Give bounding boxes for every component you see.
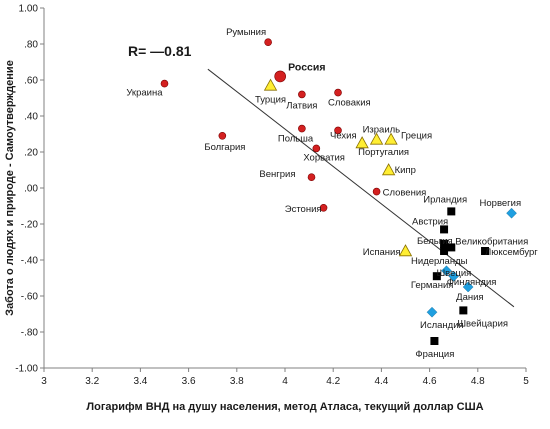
x-tick-label: 3.8	[230, 376, 244, 387]
data-point-triangle	[384, 132, 398, 145]
point-label: Португалия	[358, 147, 409, 158]
point-label: Великобритания	[455, 236, 528, 247]
data-point-square	[459, 306, 468, 315]
data-point-circle	[264, 38, 272, 47]
point-label: Бельгия	[417, 236, 453, 247]
point-label: Греция	[401, 130, 432, 141]
data-point-square	[430, 337, 439, 345]
data-point-square	[447, 243, 456, 252]
data-point-triangle	[263, 78, 278, 91]
data-point-triangle	[355, 136, 369, 149]
data-point-circle	[334, 126, 342, 135]
point-label: Словакия	[328, 98, 371, 109]
data-point-triangle	[398, 244, 413, 257]
point-label: Кипр	[395, 165, 416, 176]
data-point-circle	[160, 79, 169, 88]
point-label: Украина	[126, 88, 163, 99]
y-axis-title: Забота о людях и природе - Самоутвержден…	[4, 60, 16, 316]
data-point-circle	[307, 173, 316, 181]
point-label: Латвия	[286, 100, 317, 111]
trend-line	[207, 68, 515, 308]
x-axis-title: Логарифм ВНД на душу населения, метод Ат…	[86, 401, 483, 413]
data-point-diamond	[448, 270, 460, 282]
data-point-triangle	[369, 132, 384, 145]
x-tick-label: 3.2	[85, 376, 99, 387]
x-tick-label: 4.6	[423, 376, 437, 387]
point-label: Израиль	[363, 124, 401, 135]
y-tick-label: .60	[24, 76, 38, 87]
data-point-circle	[312, 144, 321, 153]
y-tick-labels: 1.00 .80 .60 .40 .20 .00 -.20 -.40 -.60 -.80 -1.00	[15, 4, 44, 375]
point-label: Хорватия	[303, 152, 345, 163]
x-tick-labels: 3 3.2 3.4 3.6 3.8 4 4.2 4.4 4.6 4.8 5	[41, 368, 529, 387]
point-label: Чехия	[330, 130, 357, 141]
data-point-square	[440, 247, 449, 255]
y-tick-label: .20	[24, 148, 38, 159]
data-point-circle	[334, 88, 342, 97]
data-point-diamond	[506, 207, 517, 219]
point-label: Турция	[255, 94, 286, 105]
data-point-circle	[218, 132, 227, 140]
x-tick-label: 3.6	[182, 376, 196, 387]
data-point-triangle	[381, 163, 396, 176]
data-points	[160, 38, 517, 345]
point-label: Словения	[383, 188, 427, 199]
y-tick-label: 1.00	[19, 4, 39, 15]
y-tick-label: -.80	[21, 328, 39, 339]
point-label: Испания	[363, 247, 401, 258]
data-point-square	[432, 272, 441, 281]
data-point-diamond	[426, 306, 438, 318]
x-tick-label: 3	[41, 376, 47, 387]
point-label: Нидерланды	[411, 256, 468, 267]
x-tick-label: 4	[282, 376, 288, 387]
x-tick-label: 4.8	[471, 376, 485, 387]
point-label: Швеция	[436, 268, 471, 279]
point-label: Германия	[411, 280, 454, 291]
point-label: Польша	[278, 134, 314, 145]
data-point-square	[447, 207, 456, 216]
point-label: Ирландия	[423, 194, 467, 205]
data-point-circle	[372, 187, 381, 196]
y-tick-label: -.20	[21, 220, 39, 231]
point-label: Австрия	[412, 216, 448, 227]
y-tick-label: .40	[24, 112, 38, 123]
data-point-circle	[298, 124, 306, 133]
correlation-annotation: R= —0.81	[128, 43, 192, 59]
point-label: Финляндия	[447, 277, 497, 288]
x-tick-label: 4.2	[326, 376, 340, 387]
point-label: Россия	[288, 61, 325, 73]
data-point-diamond	[441, 265, 452, 277]
point-label: Дания	[456, 292, 483, 303]
point-label: Болгария	[204, 142, 245, 153]
x-tick-label: 5	[523, 376, 529, 387]
data-point-circle	[319, 204, 328, 212]
data-point-square	[440, 225, 449, 234]
data-point-diamond	[462, 281, 474, 293]
data-point-square	[440, 239, 449, 248]
point-label: Эстония	[285, 204, 322, 215]
data-point-circle	[274, 70, 286, 83]
x-tick-label: 3.4	[133, 376, 147, 387]
point-label: Исландия	[420, 320, 464, 331]
y-tick-label: -.60	[21, 292, 39, 303]
point-label: Люксембург	[485, 247, 538, 258]
point-label: Швейцария	[457, 318, 508, 329]
data-point-square	[481, 247, 490, 255]
data-point-circle	[298, 90, 306, 99]
point-label: Франция	[415, 349, 454, 360]
point-label: Венгрия	[259, 169, 295, 180]
y-tick-label: -.40	[21, 256, 39, 267]
x-tick-label: 4.4	[374, 376, 388, 387]
y-tick-label: .00	[24, 184, 38, 195]
y-tick-label: .80	[24, 40, 38, 51]
point-label: Норвегия	[480, 198, 522, 209]
y-tick-label: -1.00	[15, 364, 38, 375]
point-label: Румыния	[226, 27, 266, 38]
plot-area	[43, 8, 526, 369]
